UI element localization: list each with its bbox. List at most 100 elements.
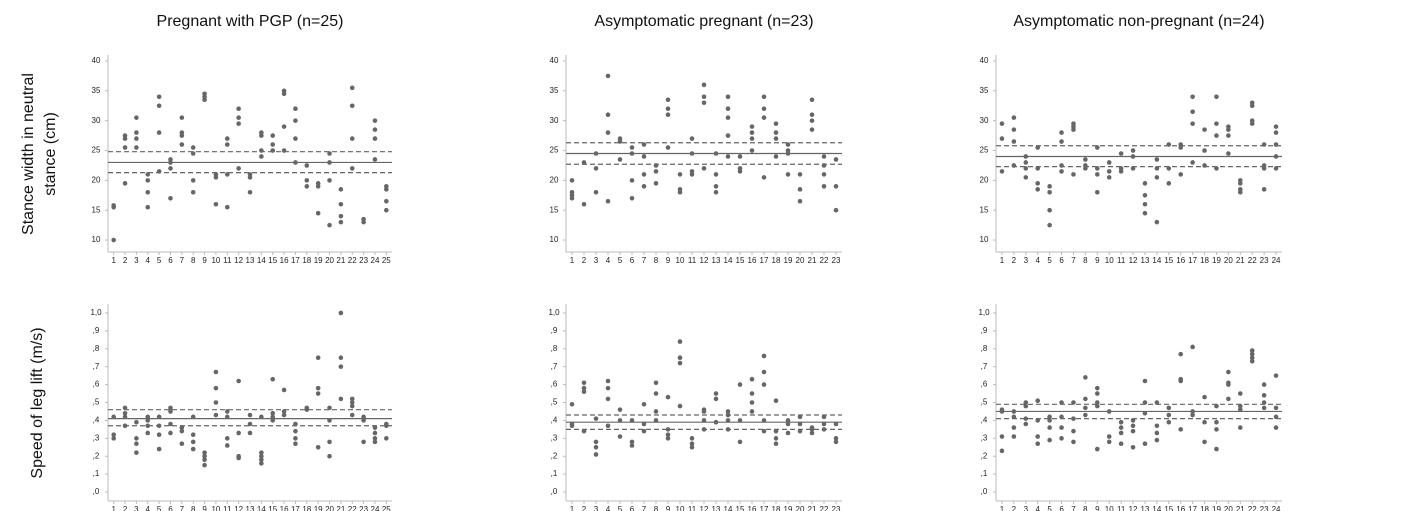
dot: [1106, 409, 1112, 414]
dot: [605, 130, 611, 135]
x-tick-label: 21: [808, 505, 817, 511]
dot: [665, 145, 671, 150]
x-tick-label: 19: [314, 256, 323, 265]
x-tick-label: 6: [1059, 256, 1064, 265]
x-tick-label: 5: [1047, 505, 1052, 511]
dot: [1249, 359, 1255, 364]
dot: [338, 355, 344, 361]
x-tick-label: 20: [325, 256, 334, 265]
dot: [1202, 394, 1207, 400]
dot: [797, 414, 803, 420]
dot: [281, 148, 287, 153]
dot: [1059, 139, 1064, 144]
x-tick-label: 12: [700, 256, 709, 265]
x-tick-label: 14: [257, 505, 266, 511]
x-tick-label: 4: [606, 256, 611, 265]
dot: [1202, 419, 1207, 425]
dot: [134, 115, 139, 120]
x-tick-label: 19: [314, 505, 323, 511]
x-tick-label: 11: [223, 505, 232, 511]
dot: [1178, 172, 1184, 177]
y-tick-label: ,3: [551, 433, 558, 442]
dot: [785, 172, 791, 177]
dot: [1226, 396, 1231, 402]
dot: [1083, 405, 1088, 411]
dot: [605, 423, 611, 429]
y-tick-label: ,2: [981, 451, 988, 460]
x-tick-label: 8: [1083, 256, 1088, 265]
dot: [327, 453, 332, 459]
x-tick-label: 3: [1024, 256, 1029, 265]
dot: [1083, 412, 1088, 418]
dot: [701, 166, 707, 171]
y-tick-label: 20: [92, 175, 101, 184]
dot: [270, 142, 276, 147]
dot: [665, 436, 671, 441]
x-tick-label: 6: [630, 256, 635, 265]
x-tick-label: 11: [1117, 505, 1126, 511]
dot: [1047, 184, 1052, 189]
dot: [156, 130, 162, 135]
dot: [653, 409, 659, 414]
y-tick-label: 30: [980, 116, 989, 125]
dot: [1237, 425, 1243, 430]
dot: [797, 187, 803, 192]
dot: [213, 412, 219, 418]
dot: [665, 427, 671, 432]
dot: [689, 444, 695, 450]
y-tick-label: ,0: [93, 487, 100, 496]
dot: [665, 106, 671, 112]
dot: [1047, 207, 1052, 213]
dot: [999, 434, 1005, 439]
x-tick-label: 18: [1200, 256, 1209, 265]
x-tick-label: 5: [157, 505, 162, 511]
dot: [122, 423, 128, 429]
x-tick-label: 17: [1188, 256, 1197, 265]
dot: [581, 380, 587, 386]
dot: [761, 428, 767, 434]
dot: [665, 394, 671, 400]
x-tick-label: 22: [820, 256, 829, 265]
dot: [190, 432, 196, 438]
dot: [1142, 410, 1148, 416]
dot: [593, 439, 599, 445]
dot: [701, 418, 707, 423]
dot: [1083, 157, 1088, 162]
dot: [145, 178, 151, 183]
x-tick-label: 19: [784, 256, 793, 265]
x-tick-label: 10: [1105, 505, 1114, 511]
dot: [1011, 163, 1017, 168]
y-tick-label: ,1: [981, 469, 988, 478]
dot: [111, 436, 116, 441]
dot: [1035, 418, 1041, 423]
dot: [270, 376, 276, 382]
x-tick-label: 13: [1141, 505, 1150, 511]
dot: [629, 151, 635, 156]
x-tick-label: 17: [1188, 505, 1197, 511]
y-tick-label: 35: [980, 86, 989, 95]
dot: [1142, 181, 1148, 186]
dot: [134, 130, 139, 135]
dot: [1118, 151, 1124, 156]
x-tick-label: 1: [570, 505, 575, 511]
dot: [349, 103, 355, 109]
dot: [1273, 154, 1279, 159]
dot: [1011, 414, 1017, 420]
dot: [224, 414, 230, 420]
dot: [247, 412, 253, 418]
dot: [202, 457, 207, 463]
dot: [1142, 210, 1148, 216]
y-tick-label: 15: [980, 205, 989, 214]
x-tick-label: 23: [1260, 256, 1269, 265]
dot: [737, 154, 743, 159]
dot: [1178, 376, 1184, 382]
dot: [665, 97, 671, 103]
dot: [293, 436, 298, 441]
dot: [999, 121, 1005, 126]
dot: [1261, 400, 1267, 405]
dot: [168, 157, 173, 162]
dot: [122, 133, 128, 138]
dot: [1071, 121, 1076, 126]
dot: [1261, 163, 1267, 168]
